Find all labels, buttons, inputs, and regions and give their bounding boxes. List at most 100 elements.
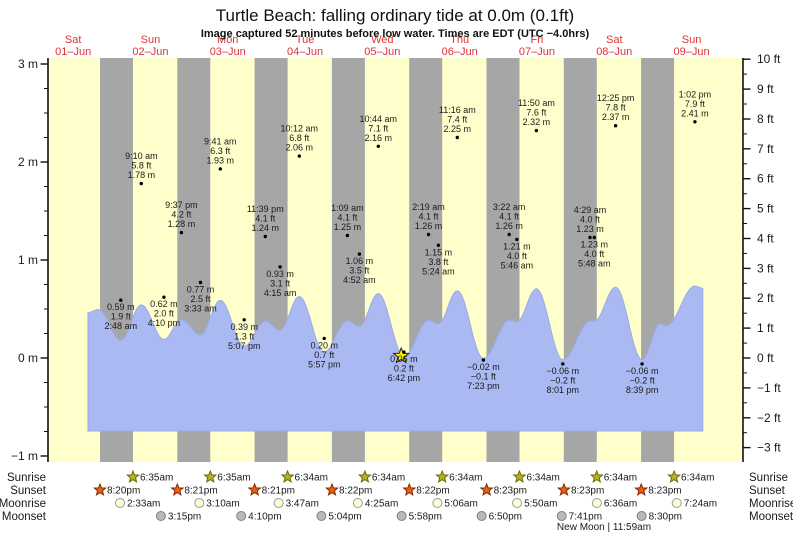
low-tide-annotation: 1.21 m [503, 241, 531, 251]
day-weekday-label: Sun [141, 34, 161, 46]
low-tide-annotation: 4:10 pm [148, 318, 181, 328]
low-tide-dot [561, 362, 565, 366]
sunrise-star-icon [589, 469, 604, 484]
right-axis-tick-label: 1 ft [757, 321, 774, 335]
low-tide-annotation: 0.93 m [266, 269, 294, 279]
sun-moon-time-label: 8:20pm [107, 486, 140, 497]
low-tide-dot [592, 235, 596, 240]
low-tide-annotation: −0.06 m [626, 366, 659, 376]
sun-moon-time-label: 3:10am [206, 499, 239, 510]
sun-moon-time-label: 8:21pm [262, 486, 295, 497]
low-tide-dot [357, 252, 362, 256]
low-tide-annotation: 4.0 ft [507, 251, 528, 261]
sun-moon-time-label: 8:23pm [648, 486, 681, 497]
low-tide-dot [242, 318, 246, 322]
sun-moon-time-label: 5:50am [524, 499, 557, 510]
row-label-right: Sunset [749, 485, 786, 497]
low-tide-annotation: 5:57 pm [308, 359, 341, 369]
sun-moon-time-label: 7:41pm [569, 512, 602, 523]
low-tide-annotation: 0.59 m [107, 302, 135, 312]
low-tide-dot [515, 237, 519, 242]
high-tide-annotation: 1.25 m [334, 222, 362, 232]
moonset-circle-icon [155, 511, 166, 521]
low-tide-dot [322, 336, 326, 341]
high-tide-annotation: 7.1 ft [368, 123, 389, 133]
high-tide-annotation: 7.6 ft [526, 108, 547, 118]
day-weekday-label: Fri [531, 34, 544, 46]
moonrise-circle-icon [671, 498, 682, 508]
low-tide-dot [402, 350, 406, 354]
low-tide-annotation: 0.06 m [390, 354, 418, 364]
sun-moon-time-label: 5:06am [444, 499, 477, 510]
right-axis-tick-label: 10 ft [757, 52, 781, 66]
high-tide-annotation: 4.1 ft [499, 212, 520, 222]
low-tide-annotation: 3.8 ft [428, 257, 449, 267]
low-tide-annotation: 7:23 pm [467, 381, 500, 391]
current-time-star-icon [392, 346, 411, 364]
moonset-circle-icon [476, 511, 487, 521]
high-tide-annotation: 7.4 ft [447, 115, 468, 125]
high-tide-annotation: 11:16 am [439, 105, 476, 115]
day-date-label: 04–Jun [287, 46, 323, 58]
sun-moon-time-label: 4:25am [365, 499, 398, 510]
sun-moon-time-label: 8:22pm [416, 486, 449, 497]
high-tide-annotation: 2.32 m [523, 117, 551, 127]
high-tide-dot [534, 128, 539, 133]
moonset-circle-icon [556, 511, 567, 521]
sunrise-star-icon [512, 469, 527, 484]
right-axis-tick-label: 2 ft [757, 291, 774, 305]
low-tide-annotation: 0.39 m [230, 322, 258, 332]
high-tide-annotation: 12:25 pm [597, 93, 635, 103]
high-tide-dot [693, 120, 697, 124]
high-tide-dot [297, 154, 301, 158]
sunrise-star-icon [280, 469, 295, 484]
sunrise-star-icon [435, 469, 450, 484]
moonset-circle-icon [636, 511, 647, 521]
high-tide-annotation: 1.26 m [495, 221, 523, 231]
right-axis-tick-label: 6 ft [757, 172, 774, 186]
moonrise-circle-icon [432, 498, 443, 508]
high-tide-dot [455, 135, 459, 140]
sun-moon-time-label: 4:10pm [248, 512, 281, 523]
day-date-label: 02–Jun [132, 46, 168, 58]
high-tide-annotation: 1.28 m [168, 219, 196, 229]
low-tide-annotation: −0.02 m [467, 362, 500, 372]
sunset-star-icon [479, 482, 494, 497]
moon-phase-footer: New Moon | 11:59am [557, 522, 651, 533]
high-tide-annotation: 4.1 ft [255, 213, 276, 223]
high-tide-annotation: 11:50 am [518, 98, 555, 108]
low-tide-annotation: 5:46 am [501, 260, 534, 270]
low-tide-dot [481, 358, 486, 362]
low-tide-annotation: 1.06 m [346, 256, 374, 266]
low-tide-annotation: 4:15 am [264, 288, 297, 298]
high-tide-annotation: 2.16 m [365, 133, 393, 143]
high-tide-annotation: 1.26 m [415, 221, 443, 231]
high-tide-annotation: 5.8 ft [131, 161, 152, 171]
low-tide-annotation: 0.62 m [150, 299, 178, 309]
moonrise-circle-icon [591, 498, 602, 508]
high-tide-annotation: 4.1 ft [418, 212, 439, 222]
day-weekday-label: Sat [65, 34, 82, 46]
low-tide-annotation: 1.9 ft [111, 312, 132, 322]
low-tide-annotation: 4.0 ft [584, 249, 605, 259]
low-tide-annotation: 0.77 m [187, 285, 215, 295]
low-tide-annotation: 0.2 ft [394, 364, 415, 374]
row-label-right: Moonset [749, 511, 793, 523]
high-tide-dot [139, 181, 143, 186]
low-tide-dot [640, 362, 644, 366]
high-tide-annotation: 2.37 m [602, 112, 630, 122]
high-tide-annotation: 2.41 m [681, 108, 709, 118]
low-tide-dot [119, 298, 123, 302]
sun-moon-time-label: 3:47am [286, 499, 319, 510]
sunrise-star-icon [357, 469, 372, 484]
sun-moon-time-label: 6:34am [681, 473, 714, 484]
high-tide-annotation: 7.8 ft [606, 103, 627, 113]
sun-moon-time-label: 8:21pm [184, 486, 217, 497]
day-date-label: 09–Jun [674, 46, 710, 58]
high-tide-annotation: 4.0 ft [580, 214, 601, 224]
row-label-left: Moonrise [0, 498, 46, 510]
high-tide-annotation: 1.24 m [252, 223, 280, 233]
low-tide-annotation: 4:52 am [343, 275, 376, 285]
